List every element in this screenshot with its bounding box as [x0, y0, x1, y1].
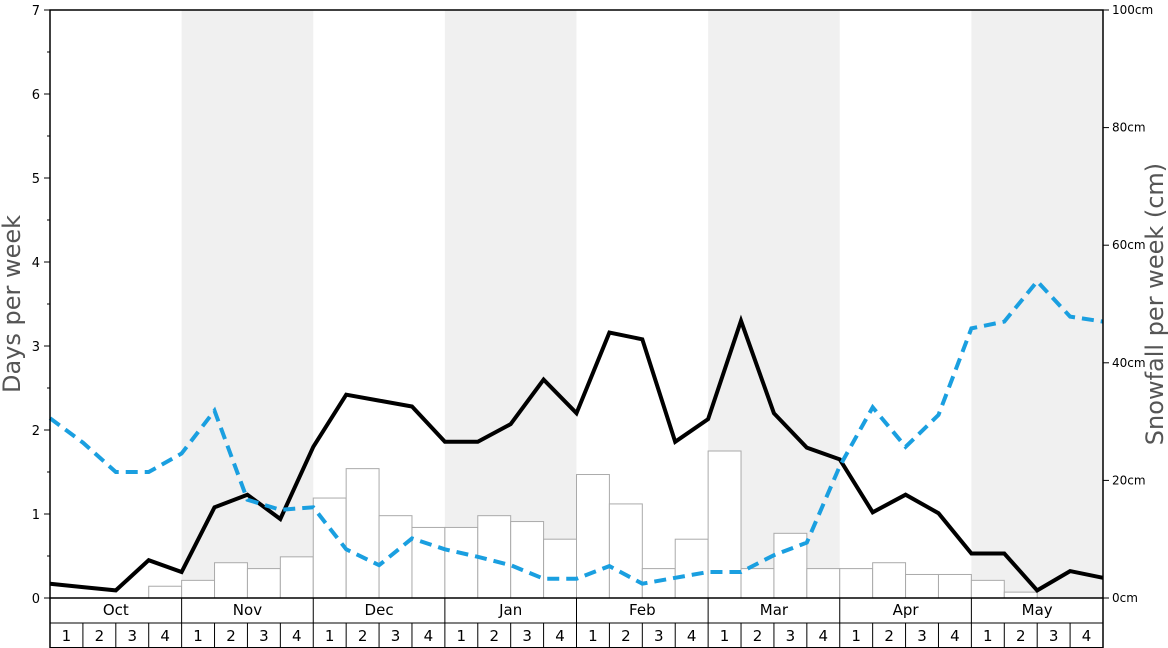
week-label: 1 [720, 627, 730, 645]
month-label: Feb [629, 601, 656, 619]
week-label: 2 [753, 627, 763, 645]
y-tick-label: 3 [32, 340, 40, 355]
week-label: 1 [983, 627, 993, 645]
snowfall-bar [773, 532, 808, 599]
week-label: 2 [226, 627, 236, 645]
snowfall-bars [148, 450, 1038, 599]
y-tick-label: 4 [32, 256, 40, 271]
week-label: 4 [1082, 627, 1092, 645]
y2-tick-label: 20cm [1112, 473, 1146, 487]
snowfall-bar [905, 573, 939, 599]
week-label: 3 [259, 627, 269, 645]
week-label: 4 [687, 627, 697, 645]
snowfall-bar [806, 568, 841, 599]
week-label: 3 [917, 627, 927, 645]
week-label: 3 [786, 627, 796, 645]
month-label: May [1022, 601, 1053, 619]
week-label: 1 [851, 627, 861, 645]
y-tick-label: 6 [32, 88, 40, 103]
snowfall-bar [839, 568, 874, 599]
solid-series-line [49, 314, 1104, 593]
week-label: 2 [1016, 627, 1026, 645]
week-label: 2 [489, 627, 499, 645]
y2-tick-label: 40cm [1112, 356, 1146, 370]
y2-tick-label: 100cm [1112, 3, 1153, 17]
month-label: Nov [233, 601, 262, 619]
dashed-series-line [48, 278, 1104, 586]
week-label: 4 [292, 627, 302, 645]
snowfall-bar [1003, 591, 1038, 599]
snowfall-bar [937, 573, 972, 599]
week-label: 3 [391, 627, 401, 645]
month-week-axis: Oct 1 2 3 4 Nov 1 2 3 4 Dec 1 2 3 4 Jan 1 2 3 4 Feb 1 2 3 4 Mar 1 2… [49, 598, 1104, 648]
left-axis: 0 1 2 3 4 5 6 7 [32, 4, 50, 607]
week-label: 3 [522, 627, 532, 645]
week-label: 1 [62, 627, 72, 645]
week-label: 3 [1049, 627, 1059, 645]
y2-tick-label: 60cm [1112, 238, 1146, 252]
week-label: 2 [621, 627, 631, 645]
week-label: 1 [325, 627, 335, 645]
snowfall-bar [674, 538, 709, 599]
snowfall-bar [345, 468, 380, 599]
month-label: Dec [365, 601, 394, 619]
month-shade [444, 10, 577, 598]
snowfall-bar [444, 526, 479, 599]
y2-axis-title: Snowfall per week (cm) [1141, 163, 1168, 445]
snowfall-bar [970, 579, 1005, 599]
y-tick-label: 7 [32, 4, 40, 19]
snowfall-bar [510, 521, 545, 599]
month-shade [971, 10, 1103, 598]
snowfall-bar [214, 562, 248, 599]
snowfall-bar [608, 503, 643, 599]
snowfall-bar [872, 562, 907, 599]
snowfall-bar [707, 450, 742, 599]
snowfall-bar [246, 568, 281, 599]
y-tick-label: 2 [32, 424, 40, 439]
y2-tick-label: 0cm [1112, 591, 1138, 605]
week-label: 1 [457, 627, 467, 645]
month-label: Oct [103, 601, 129, 619]
week-label: 4 [555, 627, 565, 645]
week-label: 4 [819, 627, 829, 645]
snowfall-bar [740, 568, 775, 599]
week-label: 2 [95, 627, 105, 645]
y2-tick-label: 80cm [1112, 121, 1146, 135]
snowfall-bar [312, 497, 347, 599]
month-label: Apr [893, 601, 920, 619]
snowfall-bar [576, 474, 610, 599]
week-label: 4 [160, 627, 170, 645]
week-label: 1 [193, 627, 203, 645]
snowfall-bar [148, 585, 183, 599]
snowfall-bar [378, 515, 413, 599]
y-axis-title: Days per week [0, 215, 26, 393]
week-label: 3 [127, 627, 137, 645]
week-label: 2 [358, 627, 368, 645]
week-label: 3 [654, 627, 664, 645]
week-label: 2 [884, 627, 894, 645]
week-label: 4 [424, 627, 434, 645]
week-label: 1 [588, 627, 598, 645]
days-lines [48, 278, 1104, 593]
week-label: 4 [950, 627, 960, 645]
y-tick-label: 5 [32, 172, 40, 187]
month-shading [181, 10, 1103, 598]
snowfall-bar [411, 526, 446, 599]
snowfall-bar [181, 579, 216, 599]
y-tick-label: 0 [32, 592, 40, 607]
right-axis: 0cm 20cm 40cm 60cm 80cm 100cm [1103, 3, 1153, 605]
snowfall-bar [543, 538, 577, 599]
month-label: Jan [498, 601, 522, 619]
month-label: Mar [760, 601, 789, 619]
y-tick-label: 1 [32, 508, 40, 523]
snowfall-bar [279, 556, 314, 599]
